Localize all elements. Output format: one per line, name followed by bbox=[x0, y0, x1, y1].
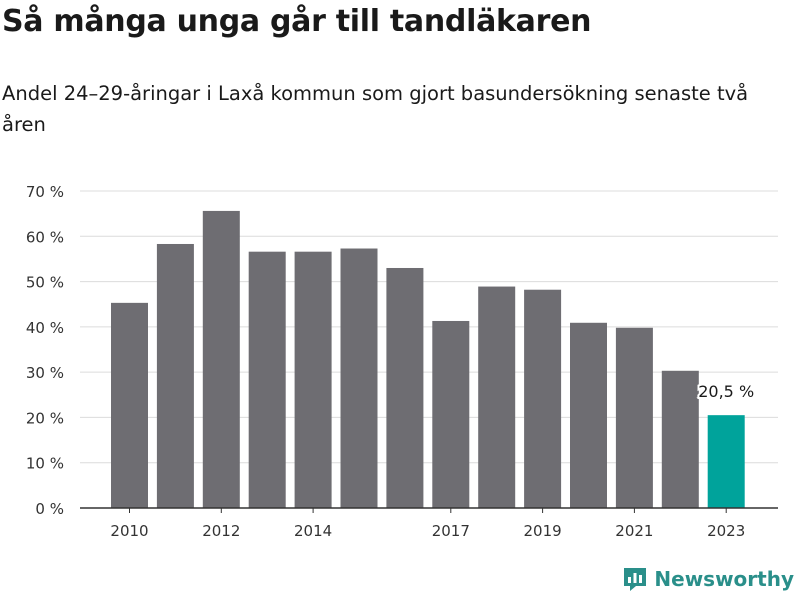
bar-2018 bbox=[478, 286, 516, 508]
bar-2016 bbox=[386, 267, 424, 508]
brand-name: Newsworthy bbox=[654, 567, 794, 591]
data-label: 20,5 % bbox=[698, 382, 754, 401]
y-tick-label: 60 % bbox=[26, 228, 64, 246]
bar-2015 bbox=[340, 248, 378, 508]
x-tick-label: 2010 bbox=[110, 522, 148, 540]
y-tick-label: 50 % bbox=[26, 274, 64, 292]
bar-2021 bbox=[615, 327, 653, 508]
y-tick-label: 40 % bbox=[26, 319, 64, 337]
y-tick-label: 0 % bbox=[35, 500, 64, 518]
bar-2010 bbox=[111, 302, 148, 508]
bar-2013 bbox=[248, 251, 286, 508]
bar-2023 bbox=[707, 415, 745, 508]
chart-title: Så många unga går till tandläkaren bbox=[2, 4, 592, 39]
x-tick-label: 2014 bbox=[294, 522, 332, 540]
y-tick-label: 70 % bbox=[26, 183, 64, 201]
x-tick-label: 2017 bbox=[432, 522, 470, 540]
newsworthy-brand: Newsworthy bbox=[622, 566, 794, 592]
bar-2012 bbox=[202, 210, 240, 508]
chart-subtitle: Andel 24–29-åringar i Laxå kommun som gj… bbox=[2, 82, 749, 136]
y-tick-label: 10 % bbox=[26, 455, 64, 473]
bar-2011 bbox=[156, 243, 194, 508]
bar-2022 bbox=[661, 370, 699, 508]
bar-2020 bbox=[570, 322, 607, 508]
newsworthy-logo-icon bbox=[624, 568, 647, 591]
bar-2019 bbox=[524, 289, 562, 508]
x-tick-label: 2019 bbox=[524, 522, 562, 540]
x-tick-label: 2023 bbox=[707, 522, 745, 540]
x-tick-label: 2012 bbox=[202, 522, 240, 540]
x-tick-label: 2021 bbox=[615, 522, 653, 540]
bar-2014 bbox=[294, 251, 332, 508]
bar-2017 bbox=[432, 320, 470, 508]
y-tick-label: 30 % bbox=[26, 364, 64, 382]
y-tick-label: 20 % bbox=[26, 409, 64, 427]
